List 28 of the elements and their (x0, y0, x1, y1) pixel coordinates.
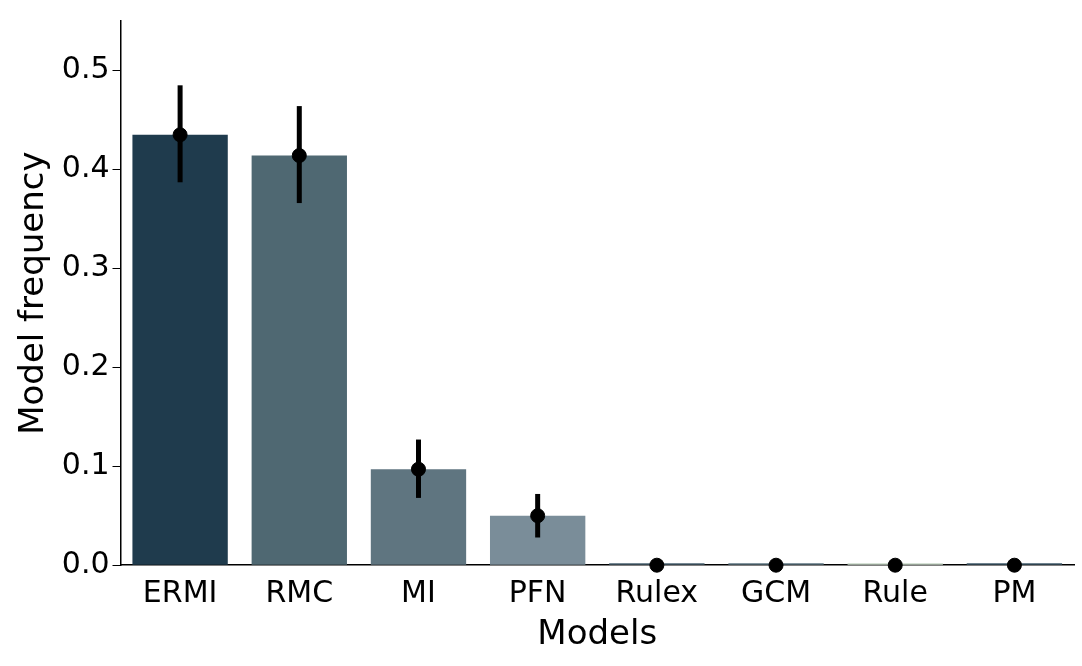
point (530, 508, 546, 524)
point (768, 557, 784, 573)
x-tick-label: Rule (862, 574, 928, 609)
point (649, 557, 665, 573)
x-tick-label: GCM (741, 574, 812, 609)
y-axis-title: Model frequency (11, 151, 52, 435)
bar (370, 469, 467, 565)
x-tick-label: PFN (508, 574, 567, 609)
point (172, 127, 188, 143)
y-tick-label: 0.4 (61, 149, 110, 185)
x-tick-label: Rulex (615, 574, 699, 609)
y-tick-label: 0.1 (61, 446, 110, 482)
x-tick-label: ERMI (142, 574, 218, 609)
point (410, 461, 426, 477)
bar (489, 515, 586, 565)
x-tick-label: PM (992, 574, 1037, 609)
bar (132, 134, 228, 565)
x-axis-title: Models (537, 612, 658, 653)
y-tick-label: 0.0 (61, 545, 110, 580)
point (887, 557, 903, 573)
point (1006, 557, 1022, 573)
y-tick-label: 0.3 (61, 248, 110, 284)
y-tick-label: 0.5 (61, 50, 110, 86)
x-tick-label: MI (401, 574, 436, 609)
bar (251, 155, 347, 565)
y-tick-label: 0.2 (61, 347, 110, 383)
point (291, 148, 307, 164)
x-tick-label: RMC (265, 574, 334, 609)
